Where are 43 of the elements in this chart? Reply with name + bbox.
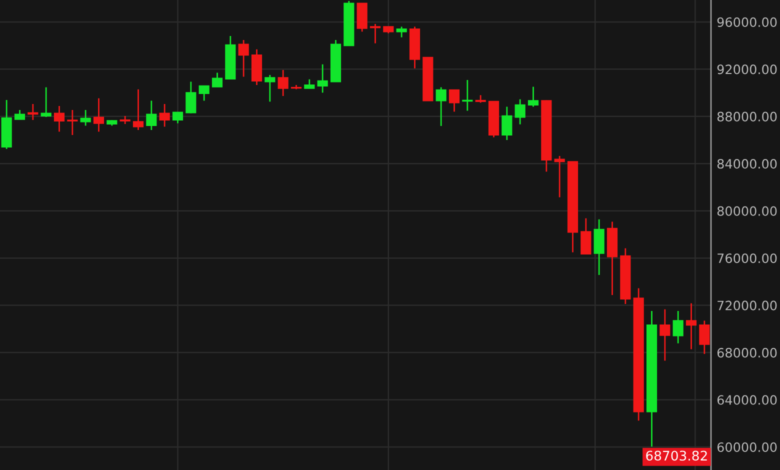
candlestick xyxy=(80,109,91,126)
candlestick xyxy=(554,155,565,198)
candlestick xyxy=(198,85,210,102)
candlestick xyxy=(594,218,604,276)
candlestick xyxy=(528,86,539,108)
candlestick xyxy=(159,103,170,128)
candlestick xyxy=(436,86,446,127)
candlestick xyxy=(672,310,684,344)
y-tick-label: 80000.00 xyxy=(717,206,777,216)
y-tick-label: 68000.00 xyxy=(717,348,777,358)
candlestick xyxy=(396,26,407,38)
candlestick xyxy=(186,81,196,114)
candlestick xyxy=(40,86,52,118)
candlestick xyxy=(54,105,65,132)
y-tick-label: 60000.00 xyxy=(717,442,777,452)
y-tick-label: 88000.00 xyxy=(717,112,777,122)
candlestick xyxy=(238,39,249,78)
candlestick xyxy=(28,103,38,121)
candlestick xyxy=(278,69,288,97)
candlestick xyxy=(67,109,78,136)
candlestick xyxy=(132,88,144,131)
candlestick xyxy=(514,98,526,126)
candlestick xyxy=(212,72,223,88)
y-tick-label: 64000.00 xyxy=(717,395,777,405)
candlestick xyxy=(448,89,460,112)
annotation: 68703.82 xyxy=(646,450,707,461)
candlestick xyxy=(370,23,381,44)
y-tick-label: 72000.00 xyxy=(718,300,777,310)
candlestick xyxy=(172,112,184,124)
candlestick xyxy=(660,308,670,362)
candlestick xyxy=(580,218,592,255)
candlestick xyxy=(686,302,697,350)
candlestick xyxy=(93,98,104,132)
y-tick-label: 84000.00 xyxy=(717,159,777,169)
y-tick-label: 76000.00 xyxy=(718,253,777,264)
candlestick xyxy=(264,74,276,102)
y-tick-label: 96000.00 xyxy=(717,17,777,27)
y-tick-label: 92000.00 xyxy=(717,64,777,74)
candlestick xyxy=(699,320,710,355)
candlestick xyxy=(317,64,328,94)
candlestick xyxy=(146,100,157,131)
candlestick xyxy=(14,109,26,120)
candlestick xyxy=(502,106,512,141)
